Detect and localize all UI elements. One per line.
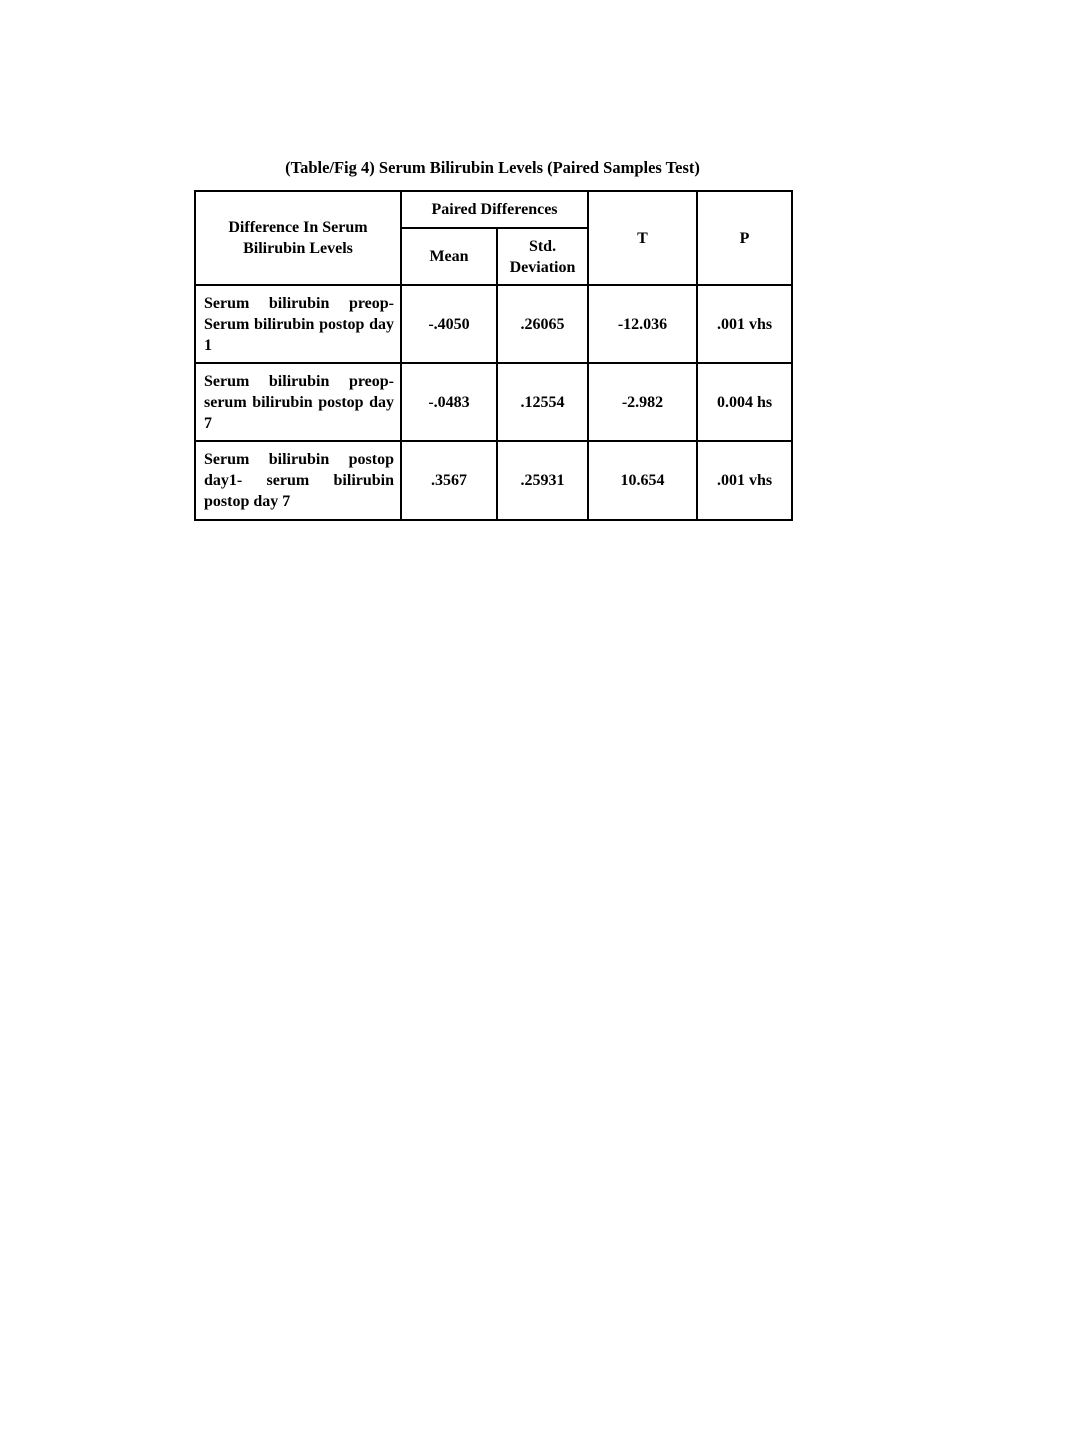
p-cell: .001 vhs [696, 284, 793, 364]
p-cell: .001 vhs [696, 440, 793, 521]
table-title: (Table/Fig 4) Serum Bilirubin Levels (Pa… [285, 158, 700, 177]
header-mean: Mean [400, 227, 498, 286]
std-cell: .26065 [496, 284, 589, 364]
t-cell: -2.982 [587, 362, 698, 442]
header-row-label: Difference In Serum Bilirubin Levels [194, 190, 402, 286]
table-row: Serum bilirubin preop- Serum bilirubin p… [194, 284, 793, 364]
p-cell: 0.004 hs [696, 362, 793, 442]
t-cell: -12.036 [587, 284, 698, 364]
row-label: Serum bilirubin preop- serum bilirubin p… [194, 362, 402, 442]
table-row: Serum bilirubin postop day1- serum bilir… [194, 440, 793, 521]
header-std: Std. Deviation [496, 227, 589, 286]
t-cell: 10.654 [587, 440, 698, 521]
paired-samples-table: Difference In Serum Bilirubin Levels Pai… [194, 190, 793, 521]
row-label: Serum bilirubin postop day1- serum bilir… [194, 440, 402, 521]
header-paired-differences: Paired Differences [400, 190, 589, 229]
header-t: T [587, 190, 698, 286]
mean-cell: -.4050 [400, 284, 498, 364]
mean-cell: -.0483 [400, 362, 498, 442]
mean-cell: .3567 [400, 440, 498, 521]
table-row: Serum bilirubin preop- serum bilirubin p… [194, 362, 793, 442]
std-cell: .12554 [496, 362, 589, 442]
row-label: Serum bilirubin preop- Serum bilirubin p… [194, 284, 402, 364]
std-cell: .25931 [496, 440, 589, 521]
header-p: P [696, 190, 793, 286]
